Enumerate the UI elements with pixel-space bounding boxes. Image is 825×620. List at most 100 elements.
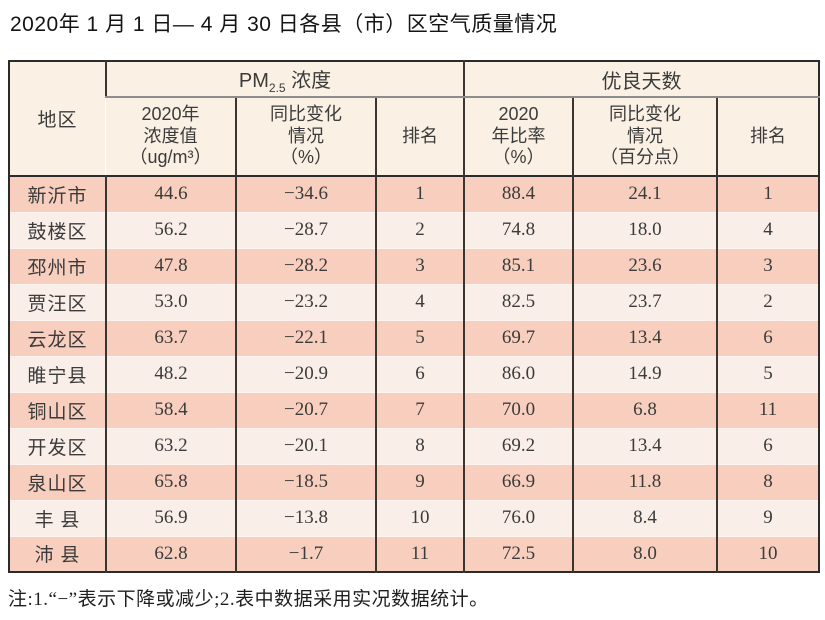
region-cell: 开发区 <box>9 427 106 464</box>
value-cell: 8.4 <box>572 499 718 536</box>
region-cell: 丰 县 <box>9 499 106 536</box>
value-cell: −28.7 <box>235 211 376 248</box>
col-header-good-change: 同比变化 情况 （百分点） <box>572 97 718 176</box>
table-row: 睢宁县 48.2 −20.9 6 86.0 14.9 5 <box>9 355 820 392</box>
value-cell: 48.2 <box>105 355 236 392</box>
value-cell: 1 <box>374 176 465 212</box>
region-cell: 邳州市 <box>9 247 106 284</box>
table-row: 泉山区 65.8 −18.5 9 66.9 11.8 8 <box>9 463 820 500</box>
col-group-good-days: 优良天数 <box>463 61 820 98</box>
value-cell: 66.9 <box>463 463 574 500</box>
table-row: 邳州市 47.8 −28.2 3 85.1 23.6 3 <box>9 247 820 284</box>
value-cell: 5 <box>374 319 465 356</box>
region-cell: 沛 县 <box>9 535 106 572</box>
value-cell: 47.8 <box>105 247 236 284</box>
value-cell: 65.8 <box>105 463 236 500</box>
col-header-good-rank: 排名 <box>716 97 820 176</box>
value-cell: 5 <box>716 355 820 392</box>
value-cell: 86.0 <box>463 355 574 392</box>
value-cell: 13.4 <box>572 319 718 356</box>
value-cell: −20.7 <box>235 391 376 428</box>
value-cell: −22.1 <box>235 319 376 356</box>
value-cell: 7 <box>374 391 465 428</box>
col-group-pm25: PM2.5 浓度 <box>104 61 465 98</box>
value-cell: 44.6 <box>105 176 236 212</box>
value-cell: −13.8 <box>235 499 376 536</box>
value-cell: −1.7 <box>235 535 376 572</box>
value-cell: 56.9 <box>105 499 236 536</box>
value-cell: 2 <box>716 283 820 320</box>
table-row: 沛 县 62.8 −1.7 11 72.5 8.0 10 <box>9 535 820 572</box>
value-cell: 6 <box>716 427 820 464</box>
col-header-pm25-value: 2020年 浓度值 （ug/m³） <box>129 103 212 168</box>
value-cell: 2 <box>374 211 465 248</box>
region-cell: 新沂市 <box>27 185 88 207</box>
header-sub-row: 2020年 浓度值 （ug/m³） 同比变化 情况 （%） 排名 2020 年比… <box>9 97 820 176</box>
value-cell: 8 <box>716 463 820 500</box>
value-cell: 76.0 <box>463 499 574 536</box>
table-row: 云龙区 63.7 −22.1 5 69.7 13.4 6 <box>9 319 820 356</box>
table-row: 贾汪区 53.0 −23.2 4 82.5 23.7 2 <box>9 283 820 320</box>
value-cell: 14.9 <box>572 355 718 392</box>
value-cell: 23.7 <box>572 283 718 320</box>
value-cell: 63.2 <box>105 427 236 464</box>
value-cell: 63.7 <box>105 319 236 356</box>
value-cell: 11 <box>374 535 465 572</box>
value-cell: 10 <box>374 499 465 536</box>
col-header-pm25-change: 同比变化 情况 （%） <box>235 97 376 176</box>
value-cell: 85.1 <box>463 247 574 284</box>
value-cell: 70.0 <box>463 391 574 428</box>
value-cell: 8.0 <box>572 535 718 572</box>
pm25-label-rest: 浓度 <box>285 69 332 92</box>
value-cell: 69.2 <box>463 427 574 464</box>
value-cell: 74.8 <box>463 211 574 248</box>
value-cell: 53.0 <box>105 283 236 320</box>
col-header-good-ratio: 2020 年比率 （%） <box>463 97 574 176</box>
value-cell: 6.8 <box>572 391 718 428</box>
region-cell: 泉山区 <box>9 463 106 500</box>
region-cell: 贾汪区 <box>9 283 106 320</box>
region-cell: 睢宁县 <box>9 355 106 392</box>
table-row: 鼓楼区 56.2 −28.7 2 74.8 18.0 4 <box>9 211 820 248</box>
region-cell: 铜山区 <box>9 391 106 428</box>
table-header: 地区 PM2.5 浓度 优良天数 2020年 浓度值 （ug/m³） 同比变化 … <box>9 61 820 176</box>
table-row: 铜山区 58.4 −20.7 7 70.0 6.8 11 <box>9 391 820 428</box>
value-cell: 56.2 <box>105 211 236 248</box>
value-cell: 4 <box>374 283 465 320</box>
value-cell: 62.8 <box>105 535 236 572</box>
value-cell: 13.4 <box>572 427 718 464</box>
value-cell: 1 <box>716 176 820 212</box>
value-cell: 23.6 <box>572 247 718 284</box>
value-cell: −20.9 <box>235 355 376 392</box>
value-cell: −20.1 <box>235 427 376 464</box>
col-header-region: 地区 <box>37 110 78 131</box>
pm25-label-subscript: 2.5 <box>268 80 286 95</box>
value-cell: 3 <box>374 247 465 284</box>
value-cell: 69.7 <box>463 319 574 356</box>
value-cell: 9 <box>716 499 820 536</box>
region-cell: 云龙区 <box>9 319 106 356</box>
value-cell: 6 <box>374 355 465 392</box>
value-cell: 58.4 <box>105 391 236 428</box>
region-cell: 鼓楼区 <box>9 211 106 248</box>
pm25-label-main: PM <box>238 69 269 92</box>
value-cell: 72.5 <box>463 535 574 572</box>
air-quality-table: 地区 PM2.5 浓度 优良天数 2020年 浓度值 （ug/m³） 同比变化 … <box>8 60 821 573</box>
value-cell: 18.0 <box>572 211 718 248</box>
value-cell: 11.8 <box>572 463 718 500</box>
value-cell: −23.2 <box>235 283 376 320</box>
table-row: 新沂市 44.6 −34.6 1 88.4 24.1 1 <box>9 176 820 212</box>
value-cell: 10 <box>716 535 820 572</box>
value-cell: 9 <box>374 463 465 500</box>
header-group-row: 地区 PM2.5 浓度 优良天数 <box>9 61 820 131</box>
value-cell: 8 <box>374 427 465 464</box>
value-cell: 82.5 <box>463 283 574 320</box>
value-cell: 11 <box>716 391 820 428</box>
value-cell: 4 <box>716 211 820 248</box>
value-cell: −28.2 <box>235 247 376 284</box>
value-cell: 6 <box>716 319 820 356</box>
value-cell: 3 <box>716 247 820 284</box>
page-title: 2020年 1 月 1 日— 4 月 30 日各县（市）区空气质量情况 <box>10 13 558 36</box>
value-cell: −18.5 <box>235 463 376 500</box>
col-header-pm25-rank: 排名 <box>374 97 465 176</box>
